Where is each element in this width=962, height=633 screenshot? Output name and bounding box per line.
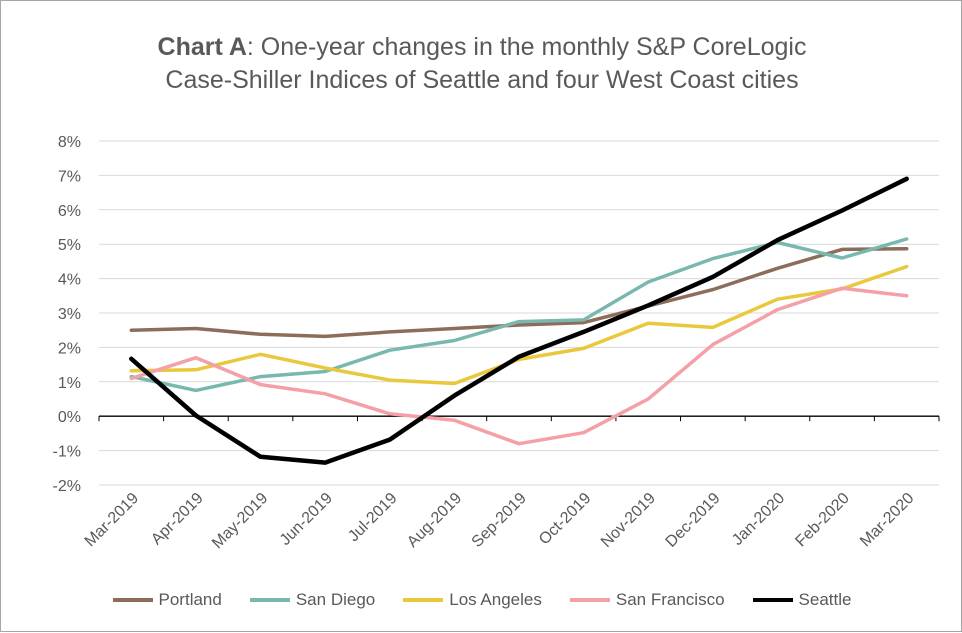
legend-label: Los Angeles <box>449 590 542 609</box>
series-line-portland <box>129 246 909 339</box>
y-tick-label: 0% <box>58 409 81 426</box>
legend-swatch <box>249 598 290 602</box>
x-axis-ticks: Mar-2019 Apr-2019 May-2019 Jun-2019 Jul-2019… <box>82 490 918 552</box>
legend-label: Seattle <box>798 590 852 609</box>
series-line-san-diego <box>129 237 909 393</box>
series-line-san-francisco <box>129 286 909 446</box>
legend-label: San Francisco <box>615 590 725 609</box>
series-line-seattle <box>129 176 909 465</box>
x-tick-label: Aug-2019 <box>404 490 465 551</box>
x-tick-label: Oct-2019 <box>536 490 595 549</box>
legend-item-los-angeles: Los Angeles <box>403 590 542 610</box>
y-tick-label: -1% <box>53 444 81 461</box>
x-tick-label: Sep-2019 <box>469 490 530 551</box>
y-tick-label: -2% <box>53 478 81 495</box>
x-tick-label: May-2019 <box>209 490 271 552</box>
legend-swatch <box>752 598 793 602</box>
y-tick-label: 6% <box>58 203 81 220</box>
y-tick-label: 1% <box>58 375 81 392</box>
series-line-los-angeles <box>129 264 909 386</box>
legend-item-seattle: Seattle <box>752 590 852 610</box>
chart-title: Chart A: One-year changes in the monthly… <box>1 31 962 97</box>
legend-label: Portland <box>158 590 222 609</box>
legend-item-san-diego: San Diego <box>249 590 376 610</box>
x-tick-label: Feb-2020 <box>792 490 853 551</box>
x-tick-label: Jun-2019 <box>277 490 336 549</box>
series-lines <box>129 176 909 465</box>
x-tick-label: Mar-2020 <box>857 490 918 551</box>
legend-swatch <box>403 598 444 602</box>
y-tick-label: 7% <box>58 168 81 185</box>
x-tick-label: Apr-2019 <box>148 490 207 549</box>
y-tick-label: 4% <box>58 272 81 289</box>
x-tick-label: Jul-2019 <box>345 490 400 545</box>
legend-swatch <box>112 598 153 602</box>
x-axis <box>98 415 940 422</box>
legend-swatch <box>569 598 610 602</box>
y-tick-label: 5% <box>58 237 81 254</box>
legend: Portland San Diego Los Angeles San Francisc… <box>1 590 962 610</box>
x-tick-label: Dec-2019 <box>663 490 724 551</box>
x-tick-label: Nov-2019 <box>598 490 659 551</box>
x-tick-label: Jan-2020 <box>729 490 788 549</box>
y-axis-ticks: 8% 7% 6% 5% 4% 3% 2% 1% 0% -1% -2% <box>53 134 81 495</box>
legend-item-portland: Portland <box>112 590 222 610</box>
y-tick-label: 8% <box>58 134 81 151</box>
legend-item-san-francisco: San Francisco <box>569 590 725 610</box>
legend-label: San Diego <box>295 590 376 609</box>
gridlines <box>99 140 939 486</box>
chart-title-line2: Case-Shiller Indices of Seattle and four… <box>165 66 799 94</box>
chart-title-bold: Chart A <box>157 33 247 61</box>
x-tick-label: Mar-2019 <box>82 490 143 551</box>
chart-title-line1: : One-year changes in the monthly S&P Co… <box>246 33 807 61</box>
y-tick-label: 3% <box>58 306 81 323</box>
y-tick-label: 2% <box>58 340 81 357</box>
